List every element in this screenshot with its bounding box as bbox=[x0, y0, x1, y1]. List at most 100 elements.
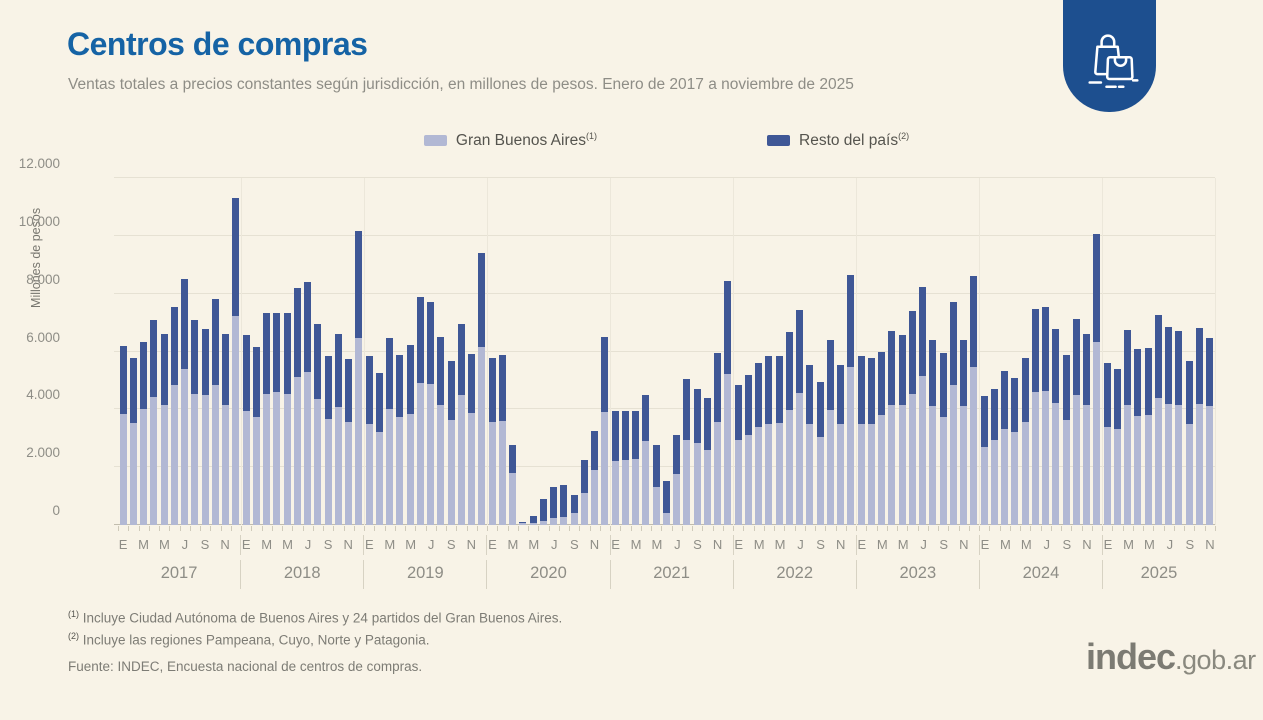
bar-segment-gba bbox=[826, 409, 834, 525]
month-label: M bbox=[774, 537, 786, 552]
bar-2023-J bbox=[918, 178, 928, 525]
bar-2023-S bbox=[938, 178, 948, 525]
month-tick bbox=[446, 526, 456, 531]
bar-segment-resto bbox=[1165, 327, 1173, 404]
month-tick bbox=[630, 526, 641, 531]
bar-segment-gba bbox=[345, 422, 353, 525]
bar-2019-J bbox=[426, 178, 436, 525]
month-tick bbox=[620, 526, 630, 531]
bar-segment-resto bbox=[847, 275, 855, 368]
bar-segment-gba bbox=[1042, 391, 1050, 525]
bar-segment-resto bbox=[150, 320, 158, 397]
month-tick bbox=[558, 526, 569, 531]
month-label bbox=[333, 535, 343, 555]
bar-2025-O bbox=[1194, 178, 1204, 525]
month-label bbox=[559, 535, 569, 555]
bar-segment-gba bbox=[1052, 402, 1060, 525]
bar-2025-M bbox=[1123, 178, 1133, 525]
month-label: M bbox=[261, 537, 273, 552]
bar-segment-gba bbox=[160, 404, 168, 525]
bar-segment-resto bbox=[160, 333, 168, 405]
bar-segment-resto bbox=[324, 355, 332, 419]
bar-segment-gba bbox=[355, 337, 363, 525]
month-tick bbox=[138, 526, 149, 531]
month-tick bbox=[804, 526, 815, 531]
bar-segment-resto bbox=[652, 445, 660, 488]
month-label: J bbox=[427, 537, 435, 552]
year-separator-line bbox=[733, 178, 735, 525]
bar-segment-gba bbox=[334, 407, 342, 525]
bar-segment-resto bbox=[488, 358, 496, 423]
bar-2020-M bbox=[528, 178, 538, 525]
month-label: E bbox=[241, 537, 251, 552]
bar-2024-M bbox=[1000, 178, 1010, 525]
month-tick bbox=[845, 526, 856, 531]
month-tick bbox=[1173, 526, 1184, 531]
month-tick bbox=[1112, 526, 1122, 531]
month-label bbox=[744, 535, 754, 555]
year-separator-line bbox=[1102, 178, 1104, 525]
month-label bbox=[641, 535, 651, 555]
month-tick bbox=[333, 526, 343, 531]
bar-2018-A bbox=[272, 178, 282, 525]
bar-segment-resto bbox=[396, 354, 404, 417]
bar-segment-resto bbox=[181, 279, 189, 369]
bar-2018-M bbox=[282, 178, 292, 525]
bar-2024-E bbox=[979, 178, 989, 525]
bar-2023-N bbox=[959, 178, 969, 525]
bar-segment-gba bbox=[980, 446, 988, 525]
bar-2025-F bbox=[1112, 178, 1122, 525]
bar-segment-resto bbox=[427, 301, 435, 384]
month-tick bbox=[394, 526, 405, 531]
year-label-2021: 2021 bbox=[609, 560, 733, 589]
year-label-2020: 2020 bbox=[486, 560, 609, 589]
month-label bbox=[662, 535, 672, 555]
month-tick bbox=[169, 526, 179, 531]
bar-segment-gba bbox=[539, 520, 547, 525]
bar-2019-D bbox=[477, 178, 487, 525]
month-tick bbox=[610, 526, 620, 531]
month-label bbox=[723, 535, 733, 555]
bar-2019-S bbox=[446, 178, 456, 525]
month-tick bbox=[476, 526, 487, 531]
bar-segment-gba bbox=[990, 440, 998, 525]
year-label-2024: 2024 bbox=[978, 560, 1102, 589]
month-label: N bbox=[712, 537, 723, 552]
bar-2018-E bbox=[241, 178, 251, 525]
plot-right-edge bbox=[1215, 178, 1216, 525]
month-tick bbox=[733, 526, 743, 531]
month-tick bbox=[200, 526, 210, 531]
bar-segment-resto bbox=[129, 358, 137, 423]
bar-segment-gba bbox=[263, 393, 271, 525]
month-tick bbox=[763, 526, 774, 531]
month-tick bbox=[374, 526, 384, 531]
bar-segment-resto bbox=[898, 334, 906, 405]
month-tick bbox=[1020, 526, 1030, 531]
bar-segment-gba bbox=[468, 413, 476, 525]
month-tick bbox=[968, 526, 979, 531]
bar-segment-gba bbox=[693, 442, 701, 525]
bar-segment-gba bbox=[939, 416, 947, 525]
bar-segment-resto bbox=[826, 339, 834, 410]
month-tick bbox=[528, 526, 538, 531]
bar-2022-D bbox=[846, 178, 856, 525]
month-tick bbox=[743, 526, 753, 531]
bar-2023-A bbox=[887, 178, 897, 525]
bar-segment-gba bbox=[1124, 404, 1132, 525]
bar-2018-J bbox=[292, 178, 302, 525]
bar-segment-resto bbox=[314, 324, 322, 399]
bar-segment-resto bbox=[580, 460, 588, 494]
bar-2022-M bbox=[774, 178, 784, 525]
month-label bbox=[476, 535, 486, 555]
bar-segment-resto bbox=[611, 411, 619, 462]
bar-2020-E bbox=[487, 178, 497, 525]
month-tick bbox=[1184, 526, 1194, 531]
month-label bbox=[272, 535, 282, 555]
bar-2025-E bbox=[1102, 178, 1112, 525]
bar-2022-N bbox=[836, 178, 846, 525]
month-label bbox=[313, 535, 323, 555]
month-label bbox=[230, 535, 240, 555]
month-tick bbox=[1071, 526, 1081, 531]
y-tick-label: 8.000 bbox=[26, 271, 60, 287]
